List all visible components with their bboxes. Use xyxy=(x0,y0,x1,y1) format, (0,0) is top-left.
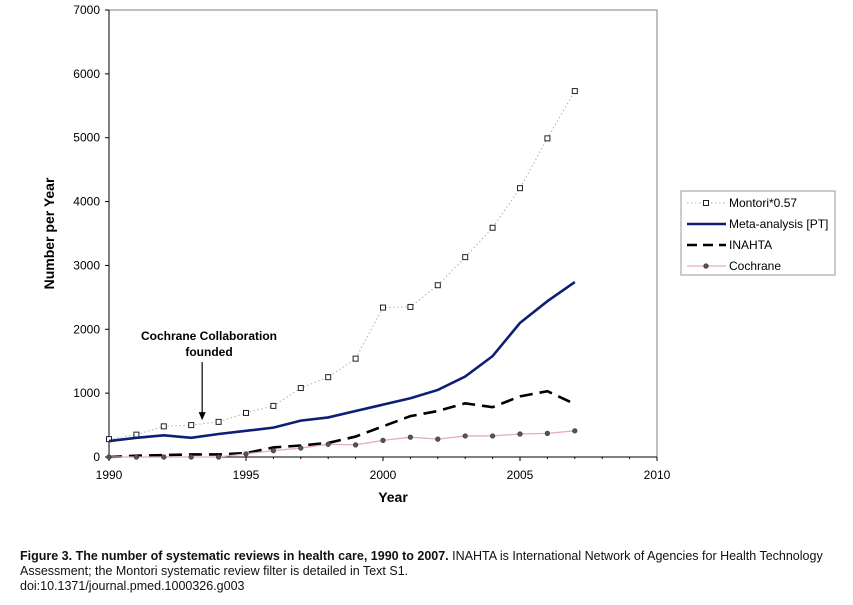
data-point-cochrane xyxy=(161,454,167,460)
y-tick-label: 1000 xyxy=(73,386,100,400)
annotation-text-line1: Cochrane Collaboration xyxy=(141,329,277,343)
data-point-cochrane xyxy=(435,436,441,442)
data-point-montori-0-57 xyxy=(489,224,496,231)
chart-axes: 0 1000 2000 3000 4000 5000 6000 7000 1990 1995 200… xyxy=(41,3,671,505)
data-point-cochrane xyxy=(380,437,386,443)
chart-annotation: Cochrane Collaboration founded xyxy=(141,329,277,421)
data-point-cochrane xyxy=(325,441,331,447)
series-cochrane xyxy=(106,428,578,460)
data-point-montori-0-57 xyxy=(544,135,551,142)
data-point-montori-0-57 xyxy=(106,436,112,443)
data-point-montori-0-57 xyxy=(243,409,249,416)
chart-legend: Montori*0.57 Meta-analysis [PT] INAHTA Coch… xyxy=(680,190,836,276)
series-inahta xyxy=(108,389,576,459)
annotation-text-line2: founded xyxy=(185,345,232,359)
data-point-cochrane xyxy=(490,433,496,439)
y-tick-label: 4000 xyxy=(73,195,100,209)
y-tick-label: 7000 xyxy=(73,3,100,17)
series-montori-0-57 xyxy=(106,88,578,443)
plot-frame xyxy=(108,9,658,458)
x-tick-label: 2005 xyxy=(507,468,534,482)
data-point-cochrane xyxy=(270,448,277,454)
y-tick-label: 5000 xyxy=(73,131,100,145)
series-line-cochrane xyxy=(109,430,575,458)
data-point-montori-0-57 xyxy=(215,418,222,425)
data-point-montori-0-57 xyxy=(380,304,386,311)
data-point-montori-0-57 xyxy=(188,422,195,429)
data-point-montori-0-57 xyxy=(297,385,304,392)
legend-label-inahta: INAHTA xyxy=(729,238,772,252)
data-point-montori-0-57 xyxy=(407,303,414,310)
y-tick-label: 3000 xyxy=(73,258,100,272)
legend-label-montori-0-57: Montori*0.57 xyxy=(729,196,797,210)
x-axis-title: Year xyxy=(378,489,408,505)
data-point-cochrane xyxy=(133,454,139,460)
series-meta-analysis-pt xyxy=(108,280,576,443)
data-point-montori-0-57 xyxy=(325,374,332,381)
y-tick-label: 6000 xyxy=(73,67,100,81)
series-line-inahta xyxy=(108,389,576,459)
data-point-montori-0-57 xyxy=(571,88,578,95)
data-point-montori-0-57 xyxy=(434,282,441,289)
figure-caption: Figure 3. The number of systematic revie… xyxy=(20,549,846,594)
data-point-cochrane xyxy=(188,454,194,460)
data-point-montori-0-57 xyxy=(160,423,167,430)
legend-label-cochrane: Cochrane xyxy=(729,259,781,273)
series-line-montori-0-57 xyxy=(108,90,576,440)
line-chart: 0 1000 2000 3000 4000 5000 6000 7000 1990 1995 200… xyxy=(41,3,836,505)
series-line-meta-analysis-pt xyxy=(108,280,576,443)
caption-text: INAHTA is International Network of Agenc… xyxy=(20,549,823,578)
data-point-cochrane xyxy=(517,431,523,437)
x-tick-label: 1990 xyxy=(96,468,123,482)
x-tick-label: 1995 xyxy=(233,468,260,482)
annotation-arrow-head xyxy=(198,412,206,421)
data-point-montori-0-57 xyxy=(517,185,523,192)
data-point-montori-0-57 xyxy=(352,355,359,362)
legend-marker-cochrane xyxy=(703,263,709,269)
data-point-montori-0-57 xyxy=(462,254,469,261)
data-point-cochrane xyxy=(462,433,468,439)
legend-label-meta-analysis-pt: Meta-analysis [PT] xyxy=(729,217,828,231)
data-point-cochrane xyxy=(216,454,222,460)
x-tick-label: 2000 xyxy=(370,468,397,482)
data-point-cochrane xyxy=(106,454,112,460)
y-tick-label: 0 xyxy=(93,450,100,464)
data-point-cochrane xyxy=(243,451,249,457)
x-tick-label: 2010 xyxy=(644,468,671,482)
y-tick-label: 2000 xyxy=(73,322,100,336)
legend-marker-montori-0-57 xyxy=(703,200,709,206)
data-point-cochrane xyxy=(407,434,414,440)
data-point-cochrane xyxy=(353,442,359,448)
data-point-montori-0-57 xyxy=(270,402,277,409)
data-point-cochrane xyxy=(544,430,551,436)
data-point-cochrane xyxy=(298,445,304,451)
chart-series xyxy=(106,88,578,460)
caption-doi: doi:10.1371/journal.pmed.1000326.g003 xyxy=(20,579,245,593)
caption-lead: Figure 3. The number of systematic revie… xyxy=(20,549,449,563)
data-point-cochrane xyxy=(572,428,578,434)
y-axis-title: Number per Year xyxy=(41,177,57,289)
